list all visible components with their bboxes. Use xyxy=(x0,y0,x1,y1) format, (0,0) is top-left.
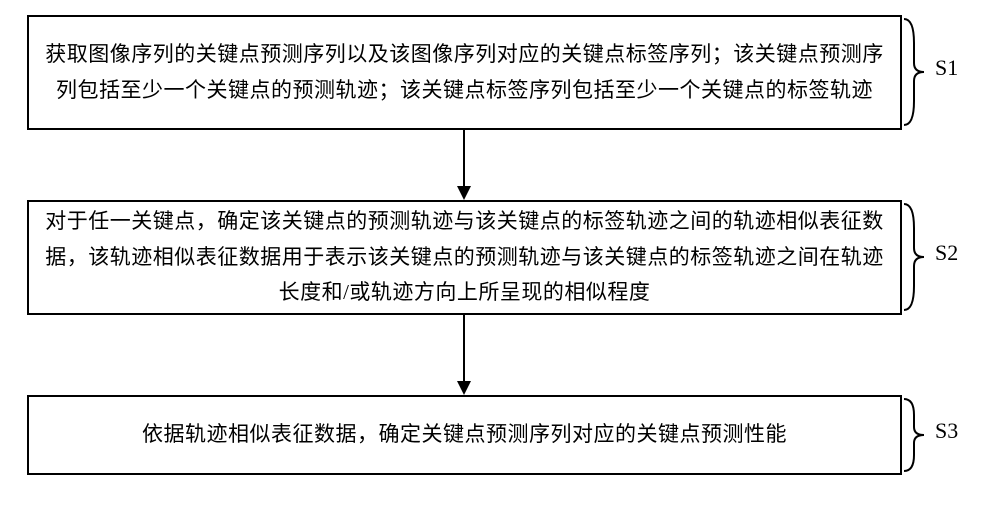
brace-s2 xyxy=(902,200,926,315)
arrow-s1-s2 xyxy=(454,130,474,200)
step-label-s3: S3 xyxy=(935,418,958,444)
step-label-s2: S2 xyxy=(935,240,958,266)
step-label-s1: S1 xyxy=(935,55,958,81)
flow-step-s3: 依据轨迹相似表征数据，确定关键点预测序列对应的关键点预测性能 xyxy=(27,395,902,475)
flowchart-container: 获取图像序列的关键点预测序列以及该图像序列对应的关键点标签序列；该关键点预测序列… xyxy=(0,0,1000,512)
flow-step-s2: 对于任一关键点，确定该关键点的预测轨迹与该关键点的标签轨迹之间的轨迹相似表征数据… xyxy=(27,200,902,315)
flow-step-s3-text: 依据轨迹相似表征数据，确定关键点预测序列对应的关键点预测性能 xyxy=(142,417,787,453)
brace-s1 xyxy=(902,15,926,130)
flow-step-s2-text: 对于任一关键点，确定该关键点的预测轨迹与该关键点的标签轨迹之间的轨迹相似表征数据… xyxy=(43,204,886,311)
arrow-s2-s3 xyxy=(454,315,474,395)
flow-step-s1: 获取图像序列的关键点预测序列以及该图像序列对应的关键点标签序列；该关键点预测序列… xyxy=(27,15,902,130)
brace-s3 xyxy=(902,395,926,475)
flow-step-s1-text: 获取图像序列的关键点预测序列以及该图像序列对应的关键点标签序列；该关键点预测序列… xyxy=(43,37,886,108)
